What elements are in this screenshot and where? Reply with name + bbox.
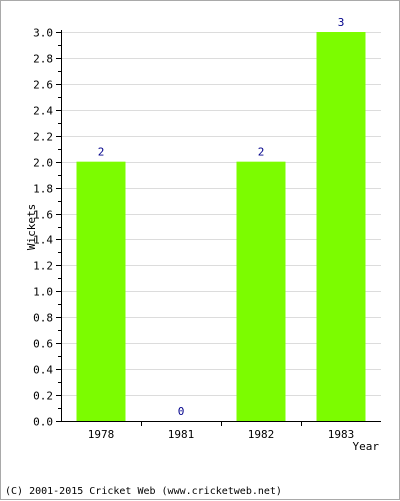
y-tick-label: 0.6 [33, 338, 53, 351]
bar [236, 161, 286, 421]
y-tick-label: 0.0 [33, 416, 53, 429]
value-label: 2 [258, 146, 265, 159]
x-tick-label: 1978 [88, 428, 115, 441]
bars [76, 32, 366, 421]
y-tick-label: 2.4 [33, 105, 53, 118]
y-tick-label: 2.8 [33, 53, 53, 66]
y-tick-label: 0.8 [33, 312, 53, 325]
y-tick-label: 0.4 [33, 364, 53, 377]
value-label: 0 [178, 405, 185, 418]
y-tick-label: 1.6 [33, 209, 53, 222]
x-tick-label: 1982 [248, 428, 275, 441]
y-tick-label: 1.0 [33, 286, 53, 299]
axis-ticks [56, 32, 302, 426]
bar [76, 161, 126, 421]
copyright-notice: (C) 2001-2015 Cricket Web (www.cricketwe… [5, 486, 282, 497]
bar [316, 32, 366, 421]
y-tick-label: 2.2 [33, 131, 53, 144]
y-axis-title: Wickets [25, 204, 38, 250]
x-axis-title: Year [353, 440, 380, 453]
y-tick-label: 1.4 [33, 234, 53, 247]
y-tick-label: 2.0 [33, 157, 53, 170]
y-tick-label: 1.8 [33, 183, 53, 196]
tick-labels: 0.0 0.2 0.4 0.6 0.8 1.0 1.2 1.4 1.6 1.8 2.0 2.2 2.4 2… [33, 27, 354, 442]
y-tick-label: 0.2 [33, 390, 53, 403]
value-label: 2 [98, 146, 105, 159]
y-tick-label: 3.0 [33, 27, 53, 40]
y-tick-label: 2.6 [33, 79, 53, 92]
x-tick-label: 1981 [168, 428, 195, 441]
value-label: 3 [338, 16, 345, 29]
x-tick-label: 1983 [328, 428, 355, 441]
y-tick-label: 1.2 [33, 260, 53, 273]
